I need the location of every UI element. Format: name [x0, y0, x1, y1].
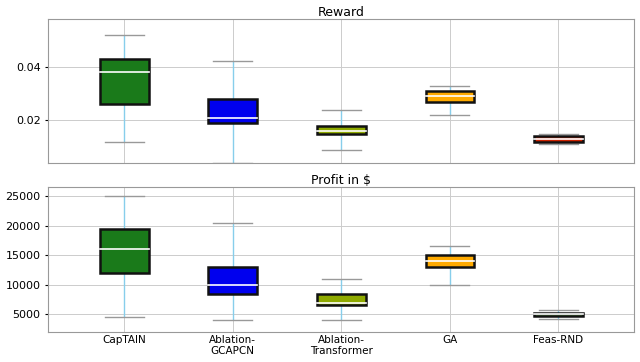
Bar	[100, 59, 148, 104]
Bar	[317, 126, 366, 134]
Bar	[426, 255, 474, 267]
Bar	[534, 136, 583, 142]
Bar	[426, 91, 474, 102]
Bar	[209, 267, 257, 294]
Title: Reward: Reward	[318, 5, 365, 18]
Bar	[317, 294, 366, 306]
Bar	[534, 312, 583, 316]
Bar	[100, 229, 148, 273]
Bar	[209, 99, 257, 123]
Title: Profit in $: Profit in $	[312, 174, 371, 188]
